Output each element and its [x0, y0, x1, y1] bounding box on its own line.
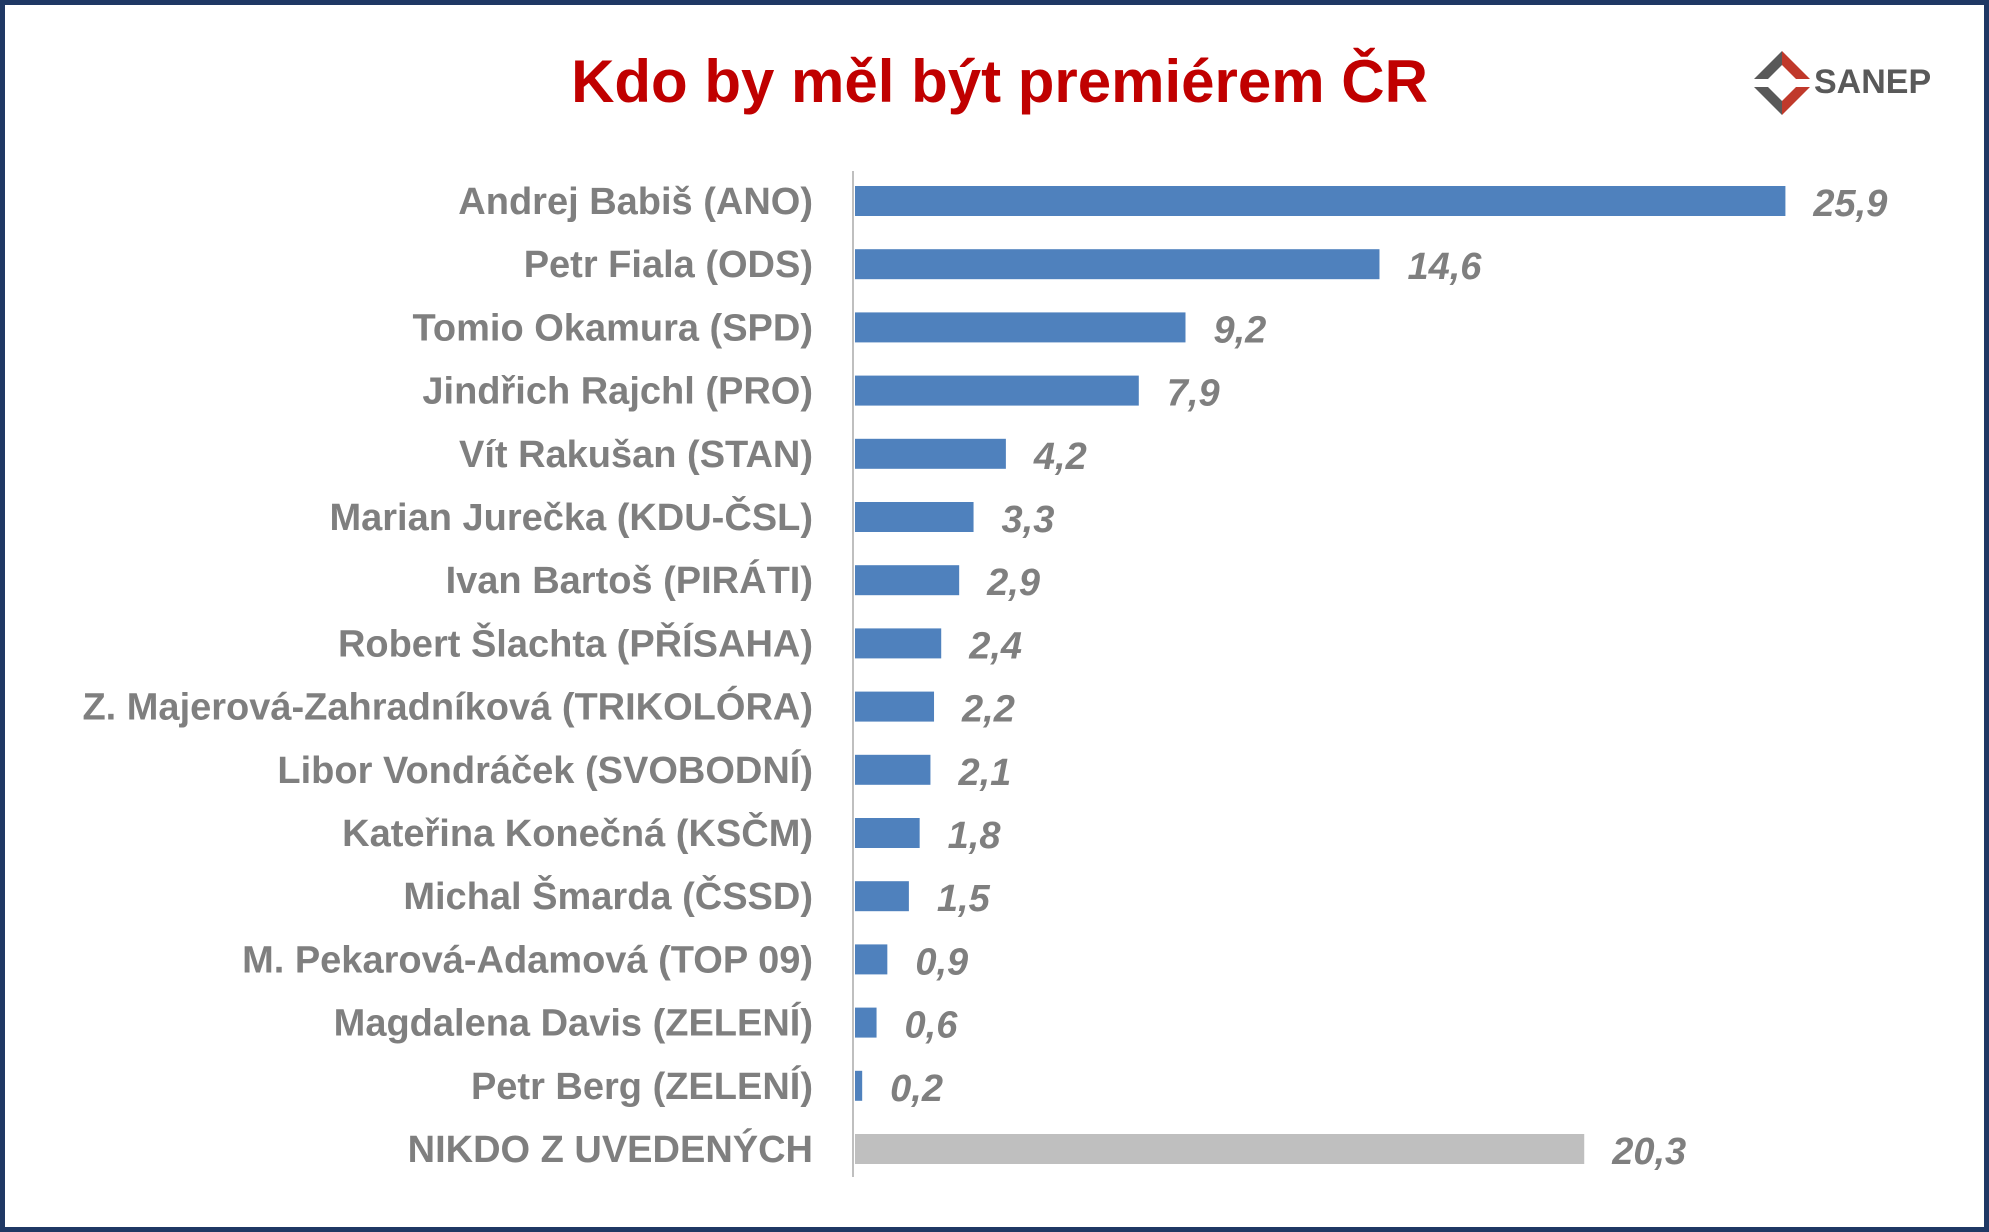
value-label: 2,2: [961, 689, 1015, 731]
value-label: 0,6: [905, 1005, 959, 1047]
category-label: Kateřina Konečná (KSČM): [342, 810, 813, 855]
bar: [855, 186, 1786, 216]
category-label: Petr Berg (ZELENÍ): [471, 1064, 813, 1108]
category-label: Marian Jurečka (KDU-ČSL): [329, 494, 813, 539]
bar: [855, 881, 909, 912]
value-label: 25,9: [1812, 183, 1887, 225]
category-label: Tomio Okamura (SPD): [413, 307, 813, 349]
bar: [855, 565, 960, 596]
category-label: Ivan Bartoš (PIRÁTI): [446, 558, 813, 602]
category-label: Robert Šlachta (PŘÍSAHA): [338, 620, 813, 665]
bar: [855, 628, 942, 659]
value-label: 14,6: [1407, 246, 1482, 288]
value-label: 0,9: [915, 941, 968, 983]
value-label: 9,2: [1213, 309, 1266, 351]
category-label: Andrej Babiš (ANO): [458, 181, 813, 223]
category-label: Libor Vondráček (SVOBODNÍ): [277, 748, 813, 792]
value-label: 0,2: [890, 1068, 943, 1110]
category-label: Petr Fiala (ODS): [524, 244, 813, 286]
chart-title: Kdo by měl být premiérem ČR: [571, 48, 1428, 115]
bar: [855, 502, 974, 532]
bar: [855, 818, 920, 848]
bar: [855, 249, 1380, 280]
category-label: Jindřich Rajchl (PRO): [422, 371, 813, 413]
category-label: Vít Rakušan (STAN): [459, 434, 813, 476]
bar-chart: Andrej Babiš (ANO) 25,9 Petr Fiala (ODS) 14…: [82, 171, 1887, 1177]
value-label: 4,2: [1033, 436, 1087, 478]
bar: [855, 1070, 863, 1101]
category-label: Z. Majerová-Zahradníková (TRIKOLÓRA): [82, 685, 813, 729]
sanep-logo-icon: [1754, 51, 1810, 115]
value-label: 7,9: [1167, 373, 1220, 415]
value-label: 2,4: [968, 625, 1022, 667]
bar: [855, 438, 1006, 469]
category-label: Michal Šmarda (ČSSD): [403, 873, 813, 918]
value-label: 2,9: [986, 562, 1040, 604]
bar: [855, 1134, 1585, 1164]
category-label: Magdalena Davis (ZELENÍ): [334, 1001, 813, 1045]
value-label: 3,3: [1002, 499, 1055, 541]
bar: [855, 754, 931, 785]
category-label: M. Pekarová-Adamová (TOP 09): [242, 939, 813, 981]
value-label: 1,5: [937, 878, 991, 920]
bar: [855, 312, 1186, 343]
category-label: NIKDO Z UVEDENÝCH: [408, 1127, 813, 1171]
bar: [855, 1007, 877, 1038]
bar: [855, 944, 888, 975]
logo-text: SANEP: [1814, 63, 1932, 101]
value-label: 1,8: [948, 815, 1002, 857]
bar: [855, 375, 1139, 406]
value-label: 2,1: [957, 752, 1011, 794]
value-label: 20,3: [1611, 1131, 1686, 1173]
sanep-logo: SANEP: [1750, 47, 1950, 119]
bar: [855, 691, 935, 722]
